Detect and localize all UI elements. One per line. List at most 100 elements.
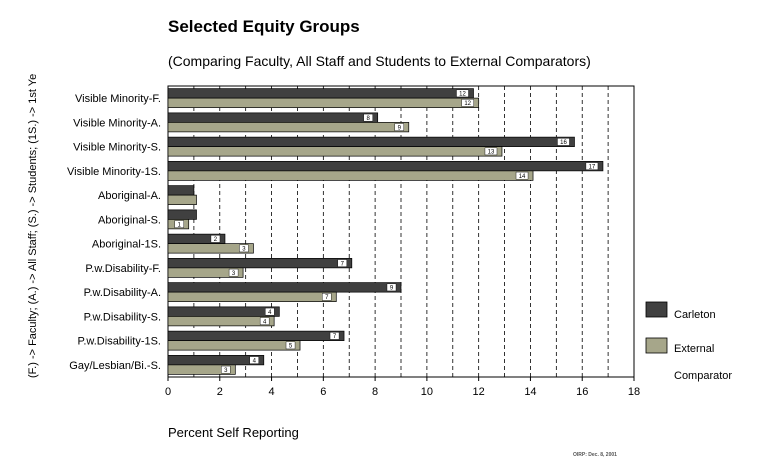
category-label: Aboriginal-1S. (92, 239, 161, 251)
x-tick-label: 6 (320, 386, 326, 398)
data-label: 3 (242, 247, 246, 253)
x-tick-label: 16 (576, 386, 588, 398)
bar-carleton (167, 330, 345, 341)
bar-external (167, 170, 534, 181)
data-label-box (265, 307, 275, 316)
data-label-box (228, 268, 239, 277)
bar-external (167, 364, 236, 375)
data-label-box (285, 341, 296, 350)
data-label: 4 (268, 310, 272, 316)
data-label: 12 (464, 101, 471, 107)
data-label-box (329, 332, 340, 340)
bar-external (167, 97, 480, 108)
bar-carleton (167, 136, 575, 147)
data-label: 7 (341, 261, 345, 267)
category-label: Aboriginal-S. (98, 214, 161, 226)
bar-carleton (167, 306, 280, 317)
bar-carleton (167, 88, 474, 99)
x-tick-label: 14 (524, 386, 536, 398)
data-label-box (174, 220, 184, 228)
y-axis-title: (F.) -> Faculty; (A.) -> All Staff; (S.)… (27, 74, 39, 378)
category-label: P.w.Disability-1S. (77, 336, 161, 348)
category-label: Visible Minority-S. (73, 142, 161, 154)
plot-frame (167, 85, 635, 378)
data-label: 9 (390, 286, 394, 292)
category-label: Gay/Lesbian/Bi.-S. (69, 360, 161, 372)
category-label: Visible Minority-1S. (67, 166, 161, 178)
data-label: 8 (367, 116, 371, 122)
data-label: 14 (519, 174, 526, 180)
data-label: 12 (459, 92, 466, 98)
data-label: 13 (488, 150, 495, 156)
data-label: 4 (263, 319, 267, 325)
data-label-box (239, 244, 249, 253)
data-label-box (456, 89, 469, 98)
category-label: P.w.Disability-F. (85, 263, 161, 275)
legend: Carleton External Comparator (645, 301, 732, 382)
x-tick-label: 8 (372, 386, 378, 398)
data-label-box (259, 317, 270, 325)
data-label-box (461, 99, 474, 107)
bar-carleton (167, 185, 195, 196)
data-label: 16 (560, 140, 567, 146)
data-label-box (221, 365, 231, 374)
chart-subtitle: (Comparing Faculty, All Staff and Studen… (168, 53, 591, 69)
data-label-box (585, 162, 599, 170)
data-label: 3 (224, 368, 228, 374)
bar-external (167, 243, 254, 254)
data-label: 9 (398, 125, 402, 131)
bar-external (167, 291, 337, 302)
bar-external (167, 316, 275, 327)
bar-carleton (167, 258, 353, 269)
x-tick-label: 0 (165, 386, 171, 398)
bar-carleton (167, 209, 197, 220)
legend-label-external-line2: Comparator (674, 370, 732, 382)
chart-title: Selected Equity Groups (168, 17, 360, 36)
bar-external (167, 340, 301, 351)
data-label: 1 (178, 222, 182, 228)
data-label-box (515, 171, 529, 180)
legend-label-external-line1: External (674, 343, 714, 355)
data-label-box (484, 147, 498, 156)
data-label: 2 (214, 237, 218, 243)
source-note: OIRP: Dec. 8, 2001 (573, 452, 617, 458)
category-labels: Visible Minority-F. Visible Minority-A. Vi… (67, 93, 161, 372)
bar-carleton (167, 282, 402, 293)
data-label-box (557, 138, 570, 146)
legend-swatch-external (645, 337, 668, 354)
bar-external (167, 194, 197, 205)
data-label: 7 (333, 334, 337, 340)
data-label-box (386, 283, 397, 292)
data-label: 5 (289, 344, 293, 350)
bar-external (167, 146, 503, 157)
bar-carleton (167, 112, 379, 123)
data-label-box (249, 356, 259, 364)
category-label: Visible Minority-A. (73, 117, 161, 129)
data-label-box (210, 235, 221, 243)
category-label: Aboriginal-A. (98, 190, 161, 202)
data-label: 17 (589, 164, 596, 170)
category-label: P.w.Disability-A. (84, 287, 161, 299)
bar-carleton (167, 355, 265, 366)
x-axis-ticks: 0 2 4 6 8 10 12 14 16 18 (165, 377, 640, 398)
data-label-box (322, 293, 332, 301)
x-axis-title: Percent Self Reporting (168, 425, 299, 440)
category-label: Visible Minority-F. (75, 93, 161, 105)
data-label: 4 (253, 358, 257, 364)
bar-external (167, 122, 410, 133)
data-label: 7 (325, 295, 329, 301)
bar-external (167, 267, 244, 278)
x-tick-label: 18 (628, 386, 640, 398)
data-label: 3 (232, 271, 236, 277)
legend-swatch-carleton (645, 301, 668, 318)
category-label: P.w.Disability-S. (84, 311, 161, 323)
x-tick-label: 12 (473, 386, 485, 398)
data-label-box (363, 113, 373, 122)
legend-label-carleton: Carleton (674, 309, 716, 321)
x-tick-label: 2 (217, 386, 223, 398)
data-label-box (337, 259, 348, 267)
bar-carleton (167, 161, 604, 172)
x-tick-label: 10 (421, 386, 433, 398)
